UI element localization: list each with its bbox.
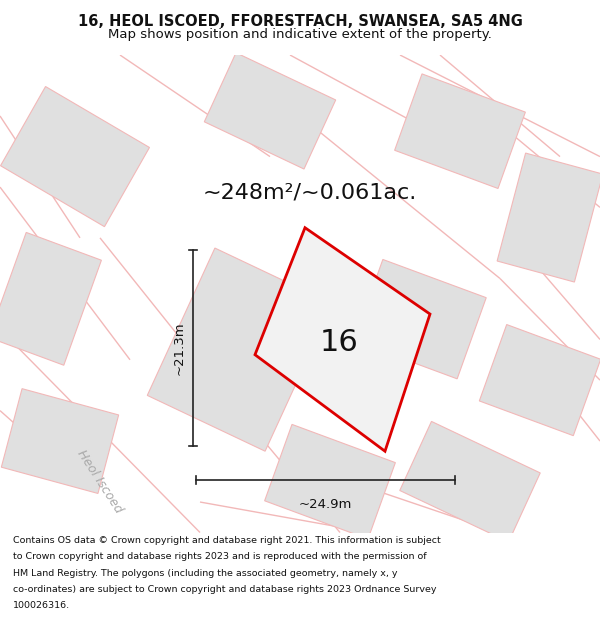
Polygon shape <box>147 248 333 451</box>
Text: to Crown copyright and database rights 2023 and is reproduced with the permissio: to Crown copyright and database rights 2… <box>13 552 427 561</box>
Polygon shape <box>0 232 101 365</box>
Polygon shape <box>1 389 119 494</box>
Text: Contains OS data © Crown copyright and database right 2021. This information is : Contains OS data © Crown copyright and d… <box>13 536 441 545</box>
Polygon shape <box>1 86 149 227</box>
Polygon shape <box>265 424 395 539</box>
Text: ~248m²/~0.061ac.: ~248m²/~0.061ac. <box>203 182 417 203</box>
Text: 16: 16 <box>319 328 358 356</box>
Polygon shape <box>255 228 430 451</box>
Text: HM Land Registry. The polygons (including the associated geometry, namely x, y: HM Land Registry. The polygons (includin… <box>13 569 398 578</box>
Text: co-ordinates) are subject to Crown copyright and database rights 2023 Ordnance S: co-ordinates) are subject to Crown copyr… <box>13 585 437 594</box>
Polygon shape <box>400 421 540 542</box>
Text: Heol Iscoed: Heol Iscoed <box>75 448 125 516</box>
Polygon shape <box>479 324 600 436</box>
Text: ~21.3m: ~21.3m <box>173 321 185 375</box>
Text: Map shows position and indicative extent of the property.: Map shows position and indicative extent… <box>108 28 492 41</box>
Text: 100026316.: 100026316. <box>13 601 70 610</box>
Polygon shape <box>395 74 526 189</box>
Polygon shape <box>354 259 486 379</box>
Text: ~24.9m: ~24.9m <box>299 498 352 511</box>
Text: 16, HEOL ISCOED, FFORESTFACH, SWANSEA, SA5 4NG: 16, HEOL ISCOED, FFORESTFACH, SWANSEA, S… <box>77 14 523 29</box>
Polygon shape <box>497 153 600 282</box>
Polygon shape <box>205 52 335 169</box>
